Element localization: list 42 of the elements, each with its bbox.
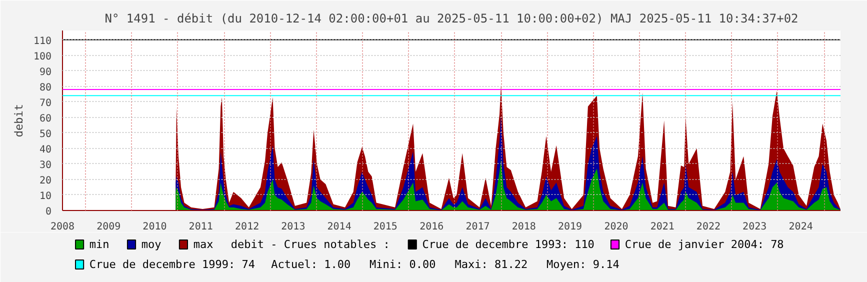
text: Maxi: 81.22 <box>454 258 528 271</box>
x-tick-label: 2024 <box>788 222 813 232</box>
y-tick-label: 110 <box>33 36 52 47</box>
y-tick-label: 50 <box>39 128 52 140</box>
y-tick-label: 60 <box>39 113 52 124</box>
y-tick-label: 20 <box>39 175 52 186</box>
y-tick-label: 0 <box>45 206 52 218</box>
y-axis-title: debit <box>12 104 26 138</box>
x-tick-label: 2019 <box>558 222 582 232</box>
x-tick-label: 2015 <box>373 222 398 232</box>
x-tick-label: 2009 <box>96 222 121 232</box>
x-tick-label: 2010 <box>142 222 167 232</box>
x-tick-label: 2008 <box>50 222 75 232</box>
x-tick-label: 2021 <box>650 222 674 232</box>
x-tick-label: 2018 <box>512 222 536 232</box>
y-tick-label: 10 <box>39 190 52 202</box>
y-tick-label: 70 <box>39 98 52 109</box>
y-tick-label: 30 <box>39 160 52 171</box>
x-tick-label: 2011 <box>188 222 213 232</box>
legend-label: Crue de janvier 2004: 78 <box>624 238 784 251</box>
text: debit - Crues notables : <box>230 238 390 251</box>
x-tick-label: 2022 <box>696 222 721 232</box>
x-tick-label: 2016 <box>420 222 444 232</box>
x-tick-label: 2012 <box>235 222 260 232</box>
y-tick-label: 40 <box>39 144 52 156</box>
x-tick-label: 2014 <box>327 222 352 232</box>
text: Actuel: 1.00 <box>271 258 351 271</box>
y-tick-label: 80 <box>39 82 52 94</box>
x-tick-label: 2023 <box>742 222 767 232</box>
legend-label: moy <box>141 238 162 251</box>
x-tick-label: 2020 <box>604 222 628 232</box>
legend-label: Crue de decembre 1993: 110 <box>422 238 594 251</box>
x-tick-label: 2013 <box>281 222 306 232</box>
y-tick-label: 100 <box>33 51 52 62</box>
y-tick-label: 90 <box>39 66 52 78</box>
chart-title: N° 1491 - débit (du 2010-12-14 02:00:00+01 au 2025-05-11 10:00:00+02) MAJ 2025-05-11 10:34:37+02 <box>104 12 798 26</box>
text: Mini: 0.00 <box>369 258 436 271</box>
legend-label: Crue de decembre 1999: 74 <box>89 258 256 271</box>
legend-label: min <box>89 238 110 251</box>
legend-label: max <box>193 238 214 251</box>
text: Moyen: 9.14 <box>546 258 620 271</box>
x-tick-label: 2017 <box>466 222 490 232</box>
